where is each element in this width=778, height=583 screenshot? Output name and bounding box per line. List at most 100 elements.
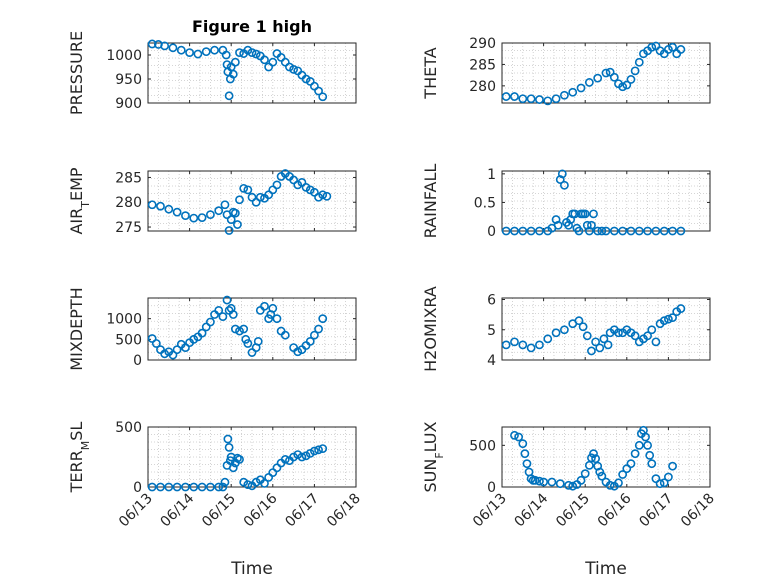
data-point — [551, 94, 561, 104]
y-tick-label: 285 — [469, 57, 496, 73]
data-point — [514, 432, 524, 442]
x-axis-label: Time — [584, 559, 627, 579]
data-point — [176, 45, 186, 55]
data-point — [272, 180, 282, 190]
data-point — [147, 200, 157, 210]
data-point — [218, 312, 228, 321]
data-point — [530, 475, 540, 485]
data-point — [518, 226, 528, 236]
y-tick-label: 500 — [469, 438, 496, 454]
data-point — [560, 90, 569, 100]
y-axis-label: THETA — [421, 47, 440, 99]
data-point — [156, 201, 165, 211]
data-point — [222, 295, 232, 305]
data-point — [318, 190, 328, 200]
data-point — [645, 450, 655, 460]
data-point — [560, 325, 569, 335]
data-point — [603, 340, 613, 350]
data-point — [597, 226, 607, 236]
data-point — [526, 226, 536, 236]
data-point — [659, 316, 669, 326]
data-point — [255, 192, 265, 202]
data-point — [501, 340, 511, 350]
data-point — [160, 349, 170, 359]
data-point — [676, 304, 686, 313]
data-point — [618, 82, 628, 92]
data-point — [591, 337, 600, 347]
data-point — [228, 463, 238, 473]
data-point — [168, 43, 178, 53]
data-point — [520, 449, 530, 459]
data-point — [210, 45, 219, 55]
data-point — [272, 314, 282, 324]
data-point — [318, 92, 328, 102]
data-point — [535, 476, 544, 486]
data-point — [555, 479, 565, 489]
data-point — [676, 226, 686, 236]
data-point — [614, 478, 623, 488]
data-point — [268, 303, 278, 313]
data-point — [593, 73, 603, 83]
data-point — [630, 66, 640, 76]
y-axis-label: AIRTEMP — [67, 167, 92, 234]
data-point — [230, 57, 240, 67]
data-point — [322, 191, 332, 201]
x-tick-label: 06/15 — [199, 491, 239, 531]
data-point — [539, 477, 548, 487]
data-point — [614, 328, 623, 338]
data-point — [510, 226, 519, 236]
data-point — [589, 209, 598, 219]
data-point — [605, 67, 615, 77]
data-point — [647, 325, 657, 335]
data-point — [164, 204, 174, 214]
data-point — [518, 94, 528, 104]
data-point — [197, 328, 207, 338]
data-point — [239, 183, 249, 193]
data-point — [243, 339, 253, 348]
data-point — [574, 226, 584, 236]
y-tick-label: 0 — [133, 480, 142, 496]
subplot-rainfall: 0 0.5 1 RAINFALL — [421, 164, 711, 240]
data-point — [147, 39, 157, 49]
data-point — [172, 345, 182, 355]
data-point — [599, 334, 609, 344]
data-point — [664, 45, 673, 54]
data-point — [555, 175, 565, 184]
data-point — [280, 330, 290, 340]
data-point — [510, 430, 519, 440]
data-point — [560, 180, 569, 190]
data-point — [587, 346, 596, 356]
data-point — [641, 432, 650, 442]
data-point — [297, 452, 307, 462]
data-point — [601, 226, 611, 236]
y-axis-label: SUNFLUX — [421, 421, 446, 492]
data-point — [587, 453, 596, 463]
data-point — [589, 449, 598, 459]
data-point — [584, 78, 594, 87]
data-point — [197, 213, 207, 223]
data-point — [551, 215, 561, 224]
data-point — [205, 317, 215, 327]
data-point — [510, 337, 519, 347]
data-point — [574, 316, 584, 326]
y-axis-label: PRESSURE — [67, 31, 86, 115]
data-point — [314, 324, 323, 334]
data-point — [518, 439, 528, 449]
data-point — [510, 92, 519, 101]
data-point — [522, 459, 532, 469]
x-tick-label: 06/17 — [636, 491, 676, 531]
data-point — [501, 92, 511, 101]
data-point — [235, 326, 244, 336]
axes-frame — [501, 297, 711, 361]
data-point — [220, 200, 230, 210]
data-point — [172, 207, 182, 217]
data-point — [309, 446, 319, 456]
y-tick-label: 290 — [469, 36, 496, 52]
data-point — [224, 91, 234, 101]
y-tick-label: 280 — [115, 195, 142, 211]
y-tick-label: 0 — [133, 353, 142, 369]
data-point — [618, 226, 628, 236]
data-point — [193, 49, 203, 59]
data-point — [318, 314, 328, 324]
data-point — [230, 324, 240, 334]
